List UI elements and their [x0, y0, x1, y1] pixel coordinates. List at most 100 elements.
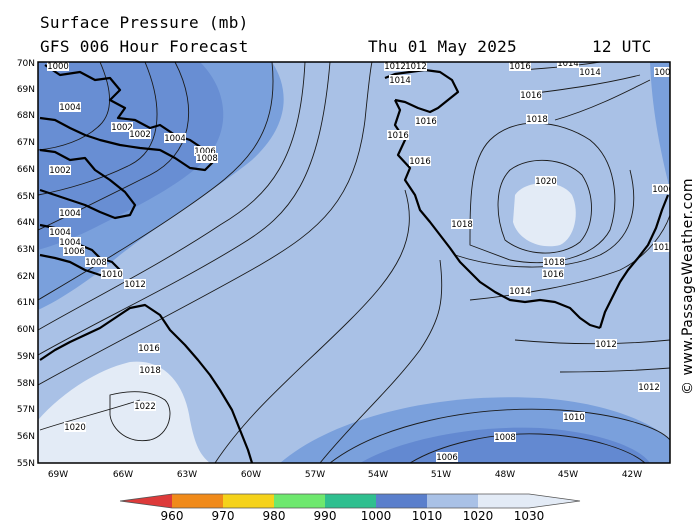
isobar-label: 1006	[63, 246, 85, 257]
colorbar-label: 1000	[361, 509, 392, 523]
svg-text:1022: 1022	[134, 402, 156, 412]
svg-text:1018: 1018	[451, 220, 473, 230]
colorbar-segment	[172, 494, 223, 508]
svg-text:1016: 1016	[415, 117, 437, 127]
isobar-label: 1022	[134, 401, 156, 412]
svg-text:1012: 1012	[595, 340, 617, 350]
isobar-label: 1000	[47, 62, 69, 72]
svg-text:1012: 1012	[124, 280, 146, 290]
colorbar-segment	[274, 494, 325, 508]
svg-text:1016: 1016	[387, 131, 409, 141]
colorbar-label: 970	[212, 509, 235, 523]
isobar-label: 1002	[111, 122, 133, 133]
isobar-label: 1012	[405, 62, 427, 72]
map-title: Surface Pressure (mb)	[40, 13, 249, 32]
isobar-label: 1012	[595, 339, 617, 350]
svg-text:1002: 1002	[111, 123, 133, 133]
svg-text:1018: 1018	[543, 258, 565, 268]
forecast-label: GFS 006 Hour Forecast	[40, 37, 249, 56]
svg-text:1016: 1016	[138, 344, 160, 354]
isobar-label: 1006	[436, 452, 458, 463]
lat-label: 63N	[17, 245, 35, 255]
longitude-axis: 69W 66W 63W 60W 57W 54W 51W 48W 45W 42W	[48, 470, 642, 480]
colorbar-arrow-low	[120, 494, 172, 508]
colorbar-label: 1020	[463, 509, 494, 523]
svg-text:1020: 1020	[535, 177, 557, 187]
coastline-baffin-island	[39, 64, 217, 172]
lat-label: 68N	[17, 111, 35, 121]
isobar-label: 1012	[638, 382, 660, 393]
pressure-colorbar: 960 970 980 990 1000 1010 1020 1030	[119, 493, 581, 523]
isobar-label: 1016	[387, 130, 409, 141]
colorbar-arrow-high	[478, 494, 580, 508]
isobar-label: 1004	[59, 102, 81, 113]
isobar-label: 1014	[389, 75, 411, 86]
lat-label: 65N	[17, 192, 35, 202]
isobar-label: 1020	[64, 422, 86, 433]
coastline-labrador	[39, 303, 254, 463]
isobar-label: 1014	[579, 67, 601, 78]
lat-label: 56N	[17, 432, 35, 442]
svg-text:1004: 1004	[59, 103, 81, 113]
pressure-field: 1000 1004 1002 1002 1004 1006 1008 1002 …	[38, 59, 676, 463]
lon-label: 54W	[368, 470, 388, 480]
lon-label: 42W	[622, 470, 642, 480]
lon-label: 57W	[305, 470, 325, 480]
isobar-label: 1004	[59, 237, 81, 248]
low-pressure-core-northwest	[38, 62, 224, 250]
isobar-label: 1016	[542, 269, 564, 280]
svg-text:1010: 1010	[563, 413, 585, 423]
svg-text:1002: 1002	[49, 166, 71, 176]
site-credit: © www.PassageWeather.com	[680, 177, 696, 395]
svg-text:1004: 1004	[59, 209, 81, 219]
svg-text:1018: 1018	[526, 115, 548, 125]
svg-text:1014: 1014	[557, 59, 579, 69]
lon-label: 48W	[495, 470, 515, 480]
lat-label: 64N	[17, 218, 35, 228]
isobar-label: 1000	[654, 67, 676, 78]
isobar-label: 1008	[196, 153, 218, 164]
isobar-label: 1008	[85, 257, 107, 268]
isobar-label: 1002	[129, 129, 151, 140]
svg-text:1016: 1016	[542, 270, 564, 280]
coastline-greenland-west	[393, 99, 601, 330]
svg-text:1000: 1000	[654, 68, 676, 78]
svg-text:1018: 1018	[139, 366, 161, 376]
svg-text:1016: 1016	[509, 62, 531, 72]
lat-label: 66N	[17, 165, 35, 175]
lat-label: 60N	[17, 325, 35, 335]
lat-label: 59N	[17, 352, 35, 362]
svg-text:1000: 1000	[47, 62, 69, 72]
svg-text:1008: 1008	[85, 258, 107, 268]
svg-text:1016: 1016	[409, 157, 431, 167]
svg-text:1012: 1012	[638, 383, 660, 393]
lat-label: 62N	[17, 272, 35, 282]
isobar-label: 1014	[509, 286, 531, 297]
svg-text:1004: 1004	[49, 228, 71, 238]
isobar-label: 1020	[535, 176, 557, 187]
coastline-greenland-east	[598, 194, 670, 329]
svg-text:1020: 1020	[64, 423, 86, 433]
isobar-label: 1010	[101, 269, 123, 280]
svg-text:1014: 1014	[653, 243, 675, 253]
isobar-label: 1014	[653, 242, 675, 253]
colorbar-segment	[376, 494, 427, 508]
svg-text:1006: 1006	[63, 247, 85, 257]
isobar-label: 1004	[49, 227, 71, 238]
svg-text:1004: 1004	[164, 134, 186, 144]
map-frame	[37, 61, 671, 464]
isobar-labels: 1000 1004 1002 1002 1004 1006 1008 1002 …	[47, 59, 676, 463]
lon-label: 60W	[241, 470, 261, 480]
svg-text:1016: 1016	[520, 91, 542, 101]
colorbar-label: 1010	[412, 509, 443, 523]
colorbar-label: 980	[263, 509, 286, 523]
isobar-label: 1018	[451, 219, 473, 230]
isobar-label: 1014	[557, 59, 579, 69]
svg-text:1012: 1012	[405, 62, 427, 72]
colorbar-label: 990	[314, 509, 337, 523]
colorbar-segment	[325, 494, 376, 508]
isobar-label: 1018	[543, 257, 565, 268]
svg-text:1008: 1008	[196, 154, 218, 164]
lon-label: 69W	[48, 470, 68, 480]
colorbar-segment	[427, 494, 478, 508]
